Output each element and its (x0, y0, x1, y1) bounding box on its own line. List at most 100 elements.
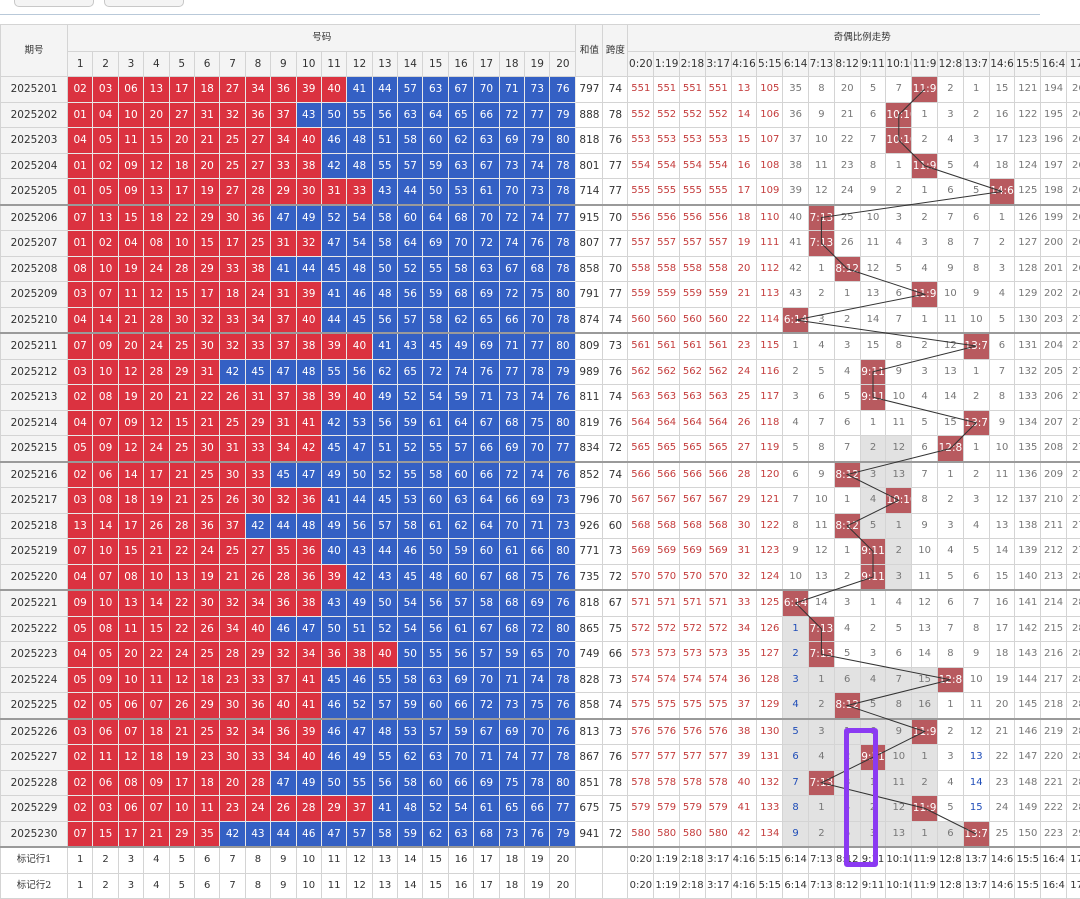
footer-number-cell[interactable]: 12 (347, 847, 372, 873)
footer-number-cell[interactable]: 10 (296, 847, 321, 873)
footer-number-cell[interactable]: 8 (245, 847, 270, 873)
footer-number-cell[interactable]: 13 (372, 847, 397, 873)
footer-ratio-cell[interactable]: 4:16 (731, 873, 757, 899)
footer-number-cell[interactable]: 7 (220, 847, 245, 873)
span-value: 76 (603, 128, 628, 154)
footer-number-cell[interactable]: 1 (68, 873, 93, 899)
footer-ratio-cell[interactable]: 0:20 (628, 847, 654, 873)
footer-number-cell[interactable]: 4 (144, 873, 169, 899)
ratio-cell: 578 (654, 770, 680, 796)
footer-number-cell[interactable]: 20 (550, 847, 576, 873)
footer-number-cell[interactable]: 11 (321, 847, 346, 873)
footer-ratio-cell[interactable]: 1:19 (654, 847, 680, 873)
footer-number-cell[interactable]: 10 (296, 873, 321, 899)
ratio-cell: 36 (731, 667, 757, 693)
footer-number-cell[interactable]: 19 (525, 873, 550, 899)
number-ball: 38 (296, 385, 321, 411)
footer-ratio-cell[interactable]: 13:7 (963, 873, 989, 899)
footer-number-cell[interactable]: 16 (448, 847, 473, 873)
ratio-cell: 15 (963, 796, 989, 822)
footer-ratio-cell[interactable]: 11:9 (912, 873, 938, 899)
footer-ratio-cell[interactable]: 6:14 (783, 847, 809, 873)
ratio-cell: 555 (680, 179, 706, 205)
footer-ratio-cell[interactable]: 14:6 (989, 873, 1015, 899)
footer-ratio-cell[interactable]: 12:8 (938, 847, 964, 873)
footer-number-cell[interactable]: 18 (499, 873, 524, 899)
footer-ratio-cell[interactable]: 12:8 (938, 873, 964, 899)
footer-ratio-cell[interactable]: 16:4 (1041, 873, 1067, 899)
footer-number-cell[interactable]: 3 (118, 847, 143, 873)
footer-ratio-cell[interactable]: 5:15 (757, 873, 783, 899)
footer-number-cell[interactable]: 14 (398, 873, 423, 899)
footer-ratio-cell[interactable]: 17:3 (1066, 873, 1080, 899)
footer-ratio-cell[interactable]: 3:17 (705, 847, 731, 873)
footer-ratio-cell[interactable]: 13:7 (963, 847, 989, 873)
ratio-cell: 3 (783, 385, 809, 411)
footer-number-cell[interactable]: 17 (474, 847, 499, 873)
footer-number-cell[interactable]: 16 (448, 873, 473, 899)
number-ball: 05 (93, 693, 118, 719)
footer-number-cell[interactable]: 3 (118, 873, 143, 899)
footer-ratio-cell[interactable]: 8:12 (834, 847, 860, 873)
number-ball: 75 (525, 282, 550, 308)
footer-number-cell[interactable]: 9 (271, 847, 296, 873)
footer-ratio-cell[interactable]: 7:13 (809, 873, 835, 899)
footer-number-cell[interactable]: 19 (525, 847, 550, 873)
toolbar-button-left[interactable] (14, 0, 94, 7)
footer-number-cell[interactable]: 15 (423, 847, 448, 873)
footer-ratio-cell[interactable]: 16:4 (1041, 847, 1067, 873)
toolbar-button-right[interactable] (104, 0, 184, 7)
number-ball: 43 (347, 539, 372, 565)
footer-ratio-cell[interactable]: 6:14 (783, 873, 809, 899)
footer-number-cell[interactable]: 2 (93, 847, 118, 873)
footer-number-cell[interactable]: 8 (245, 873, 270, 899)
footer-number-cell[interactable]: 6 (194, 847, 219, 873)
footer-ratio-cell[interactable]: 0:20 (628, 873, 654, 899)
footer-ratio-cell[interactable]: 10:10 (886, 847, 912, 873)
footer-number-cell[interactable]: 14 (398, 847, 423, 873)
ratio-cell: 11 (963, 693, 989, 719)
ratio-cell: 18 (989, 153, 1015, 179)
footer-ratio-cell[interactable]: 8:12 (834, 873, 860, 899)
footer-ratio-cell[interactable]: 4:16 (731, 847, 757, 873)
footer-ratio-cell[interactable]: 14:6 (989, 847, 1015, 873)
footer-number-cell[interactable]: 17 (474, 873, 499, 899)
footer-number-cell[interactable]: 11 (321, 873, 346, 899)
footer-number-cell[interactable]: 12 (347, 873, 372, 899)
footer-ratio-cell[interactable]: 9:11 (860, 873, 886, 899)
number-ball: 24 (245, 796, 270, 822)
footer-number-cell[interactable]: 6 (194, 873, 219, 899)
footer-number-cell[interactable]: 5 (169, 847, 194, 873)
number-ball: 70 (474, 77, 499, 103)
footer-ratio-cell[interactable]: 2:18 (680, 873, 706, 899)
number-ball: 28 (169, 513, 194, 539)
footer-number-cell[interactable]: 4 (144, 847, 169, 873)
footer-ratio-cell[interactable]: 7:13 (809, 847, 835, 873)
footer-number-cell[interactable]: 20 (550, 873, 576, 899)
number-ball: 60 (398, 205, 423, 231)
footer-number-cell[interactable]: 9 (271, 873, 296, 899)
number-ball: 57 (474, 642, 499, 668)
ratio-cell: 565 (654, 436, 680, 462)
footer-ratio-cell[interactable]: 17:3 (1066, 847, 1080, 873)
footer-ratio-cell[interactable]: 15:5 (1015, 847, 1041, 873)
footer-ratio-cell[interactable]: 1:19 (654, 873, 680, 899)
number-ball: 17 (194, 282, 219, 308)
footer-number-cell[interactable]: 1 (68, 847, 93, 873)
ratio-cell: 572 (705, 616, 731, 642)
footer-ratio-cell[interactable]: 15:5 (1015, 873, 1041, 899)
footer-ratio-cell[interactable]: 5:15 (757, 847, 783, 873)
number-ball: 33 (220, 256, 245, 282)
footer-ratio-cell[interactable]: 3:17 (705, 873, 731, 899)
footer-number-cell[interactable]: 5 (169, 873, 194, 899)
footer-number-cell[interactable]: 13 (372, 873, 397, 899)
footer-ratio-cell[interactable]: 2:18 (680, 847, 706, 873)
footer-number-cell[interactable]: 7 (220, 873, 245, 899)
ratio-cell: 4 (860, 667, 886, 693)
footer-ratio-cell[interactable]: 9:11 (860, 847, 886, 873)
footer-number-cell[interactable]: 15 (423, 873, 448, 899)
footer-number-cell[interactable]: 18 (499, 847, 524, 873)
footer-ratio-cell[interactable]: 11:9 (912, 847, 938, 873)
footer-ratio-cell[interactable]: 10:10 (886, 873, 912, 899)
footer-number-cell[interactable]: 2 (93, 873, 118, 899)
